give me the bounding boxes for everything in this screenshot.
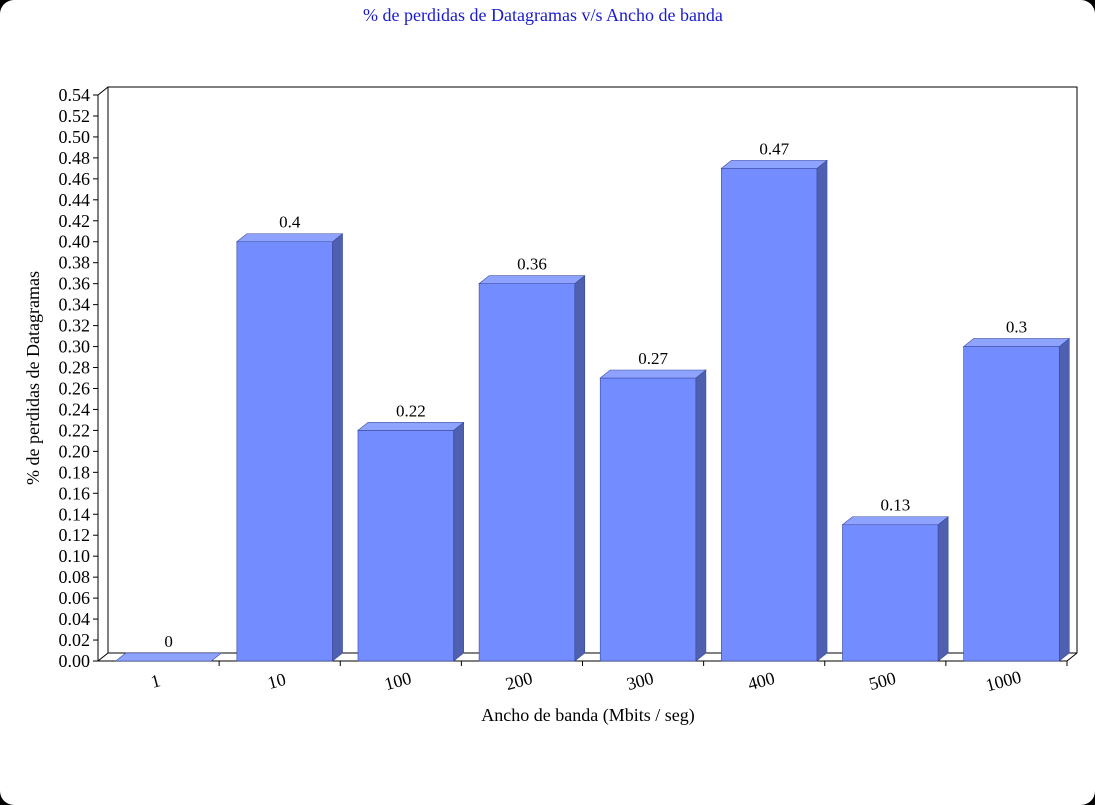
bar-top [478,275,586,284]
x-tick-label: 300 [624,668,655,694]
y-tick-label: 0.10 [59,546,91,566]
bar-top [599,369,707,379]
bar-top [841,516,950,526]
bar: 0.47 [720,139,828,662]
bar-top [962,338,1071,347]
y-tick-label: 0.04 [59,609,91,629]
floor-right-edge [1066,652,1078,662]
y-tick-label: 0.22 [59,420,91,440]
chart-title: % de perdidas de Datagramas v/s Ancho de… [363,5,723,25]
bar-front [963,346,1060,662]
bar-side [332,233,343,662]
y-tick-label: 0.32 [59,316,91,336]
data-label: 0.13 [880,496,910,515]
y-tick-label: 0.02 [59,630,91,650]
y-tick-label: 0.42 [59,211,91,231]
bar-side [453,421,464,662]
x-tick-label: 1 [149,670,163,692]
y-tick-label: 0.26 [59,378,91,398]
y-axis-label: % de perdidas de Datagramas [23,271,43,485]
bar-side [1058,337,1070,662]
bar-front [842,524,939,662]
data-label: 0.22 [396,401,426,420]
data-label: 0.47 [759,139,789,158]
x-tick-label: 100 [382,668,413,694]
x-tick-label: 1000 [983,667,1023,696]
bar: 0.4 [235,213,344,662]
y-tick-label: 0.00 [59,651,91,671]
bar: 0.13 [841,496,950,662]
y-tick-label: 0.52 [59,106,91,126]
data-label: 0.3 [1006,318,1027,337]
y-tick-label: 0.18 [59,462,91,482]
y-tick-label: 0.40 [59,232,91,252]
bar-top [357,422,465,431]
bar-top [235,233,344,243]
y-tick-label: 0.28 [59,358,91,378]
y-tick-label: 0.38 [59,253,91,273]
y-tick-label: 0.06 [59,588,91,608]
bar-side [937,516,949,662]
y-tick-label: 0.36 [59,274,91,294]
bar-side [574,275,586,662]
y-tick-label: 0.34 [59,295,91,315]
data-label: 0.27 [638,349,668,368]
y-tick-label: 0.50 [59,127,91,147]
x-tick-label: 200 [503,668,534,694]
bar-front [599,377,697,662]
top-left-edge [97,86,109,96]
y-tick-label: 0.16 [59,483,91,503]
x-tick-label: 400 [746,668,777,694]
bar-side [816,159,828,662]
data-label: 0.4 [279,213,301,232]
bar-series: 0 0.4 0.22 0.36 0.27 0.47 0.13 0.3 [114,139,1071,662]
bar: 0.3 [962,318,1071,662]
bar: 0.22 [357,401,465,662]
y-tick-label: 0.08 [59,567,91,587]
y-tick-label: 0.44 [59,190,91,210]
y-tick-label: 0.24 [59,399,91,419]
bar: 0 [114,632,223,662]
x-tick-label: 500 [867,668,898,694]
bar-front [721,168,818,662]
y-tick-label: 0.20 [59,441,91,461]
x-axis: 1 10 100 200 300 400 500 1000 [149,661,1068,696]
bar-front [357,430,454,662]
y-axis: 0.000.020.040.060.080.100.120.140.160.18… [59,85,98,671]
x-tick-label: 10 [265,669,288,693]
bar-top [114,652,223,662]
bar-top [720,160,828,169]
bar-front [478,283,576,662]
y-tick-label: 0.46 [59,169,91,189]
bar-front [236,241,333,662]
y-tick-label: 0.12 [59,525,91,545]
data-label: 0 [164,632,173,651]
y-tick-label: 0.30 [59,337,91,357]
y-tick-label: 0.14 [59,504,91,524]
bar: 0.27 [599,349,707,662]
y-tick-label: 0.48 [59,148,91,168]
data-label: 0.36 [517,255,547,274]
y-tick-label: 0.54 [59,85,91,105]
bar: 0.36 [478,255,586,662]
x-axis-label: Ancho de banda (Mbits / seg) [481,705,694,726]
bar-side [695,369,707,662]
